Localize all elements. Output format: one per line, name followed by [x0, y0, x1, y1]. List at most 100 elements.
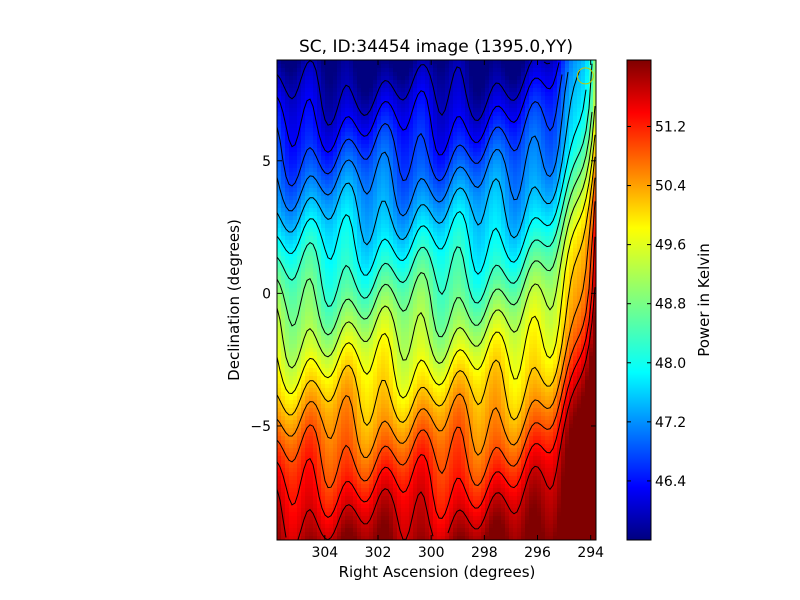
heatmap-cell — [405, 196, 410, 201]
heatmap-cell — [477, 304, 482, 309]
heatmap-cell — [509, 68, 514, 73]
heatmap-cell — [437, 108, 442, 113]
heatmap-cell — [573, 236, 578, 241]
heatmap-cell — [485, 152, 490, 157]
heatmap-cell — [445, 220, 450, 225]
heatmap-cell — [549, 248, 554, 253]
heatmap-cell — [429, 176, 434, 181]
heatmap-cell — [505, 120, 510, 125]
heatmap-cell — [465, 112, 470, 117]
heatmap-cell — [477, 132, 482, 137]
heatmap-cell — [277, 260, 282, 265]
heatmap-cell — [425, 156, 430, 161]
heatmap-cell — [329, 288, 334, 293]
heatmap-cell — [537, 208, 542, 213]
heatmap-cell — [557, 236, 562, 241]
heatmap-cell — [325, 184, 330, 189]
heatmap-cell — [341, 128, 346, 133]
heatmap-cell — [541, 268, 546, 273]
heatmap-cell — [397, 76, 402, 81]
heatmap-cell — [457, 244, 462, 249]
heatmap-cell — [581, 264, 586, 269]
heatmap-cell — [457, 80, 462, 85]
heatmap-cell — [429, 264, 434, 269]
heatmap-cell — [449, 180, 454, 185]
heatmap-cell — [293, 196, 298, 201]
heatmap-cell — [585, 88, 590, 93]
heatmap-cell — [553, 140, 558, 145]
heatmap-cell — [325, 220, 330, 225]
heatmap-cell — [485, 240, 490, 245]
heatmap-cell — [297, 304, 302, 309]
heatmap-cell — [501, 192, 506, 197]
heatmap-cell — [337, 200, 342, 205]
heatmap-cell — [381, 280, 386, 285]
heatmap-cell — [369, 128, 374, 133]
heatmap-cell — [329, 224, 334, 229]
heatmap-cell — [461, 136, 466, 141]
heatmap-cell — [441, 248, 446, 253]
heatmap-cell — [369, 260, 374, 265]
heatmap-cell — [285, 268, 290, 273]
heatmap-cell — [405, 236, 410, 241]
heatmap-cell — [441, 88, 446, 93]
heatmap-cell — [289, 180, 294, 185]
heatmap-cell — [393, 164, 398, 169]
heatmap-cell — [393, 72, 398, 77]
heatmap-cell — [381, 116, 386, 121]
heatmap-cell — [429, 168, 434, 173]
heatmap-cell — [437, 132, 442, 137]
heatmap-cell — [529, 120, 534, 125]
heatmap-cell — [457, 256, 462, 261]
heatmap-cell — [537, 240, 542, 245]
heatmap-cell — [465, 296, 470, 301]
heatmap-cell — [457, 64, 462, 69]
heatmap-cell — [457, 200, 462, 205]
heatmap-cell — [397, 60, 402, 65]
heatmap-cell — [565, 128, 570, 133]
heatmap-cell — [373, 148, 378, 153]
heatmap-cell — [449, 92, 454, 97]
heatmap-cell — [361, 108, 366, 113]
heatmap-cell — [437, 260, 442, 265]
heatmap-cell — [421, 236, 426, 241]
heatmap-cell — [277, 188, 282, 193]
heatmap-cell — [517, 268, 522, 273]
heatmap-cell — [577, 192, 582, 197]
heatmap-cell — [453, 100, 458, 105]
heatmap-cell — [457, 84, 462, 89]
heatmap-cell — [353, 200, 358, 205]
heatmap-cell — [417, 188, 422, 193]
heatmap-cell — [317, 124, 322, 129]
heatmap-cell — [489, 228, 494, 233]
heatmap-cell — [473, 88, 478, 93]
heatmap-cell — [457, 228, 462, 233]
heatmap-cell — [369, 196, 374, 201]
heatmap-cell — [301, 248, 306, 253]
heatmap-cell — [293, 156, 298, 161]
heatmap-cell — [561, 264, 566, 269]
heatmap-cell — [497, 188, 502, 193]
heatmap-cell — [321, 60, 326, 65]
heatmap-cell — [369, 120, 374, 125]
heatmap-cell — [405, 152, 410, 157]
heatmap-cell — [533, 184, 538, 189]
heatmap-cell — [385, 308, 390, 313]
heatmap-cell — [541, 64, 546, 69]
heatmap-cell — [377, 208, 382, 213]
heatmap-cell — [429, 200, 434, 205]
heatmap-cell — [441, 120, 446, 125]
heatmap-cell — [345, 280, 350, 285]
heatmap-cell — [537, 300, 542, 305]
heatmap-cell — [377, 212, 382, 217]
heatmap-cell — [365, 64, 370, 69]
heatmap-cell — [461, 172, 466, 177]
heatmap-cell — [449, 144, 454, 149]
heatmap-cell — [425, 256, 430, 261]
heatmap-cell — [461, 108, 466, 113]
heatmap-cell — [297, 220, 302, 225]
heatmap-cell — [333, 232, 338, 237]
heatmap-cell — [349, 204, 354, 209]
heatmap-cell — [509, 92, 514, 97]
heatmap-cell — [321, 148, 326, 153]
